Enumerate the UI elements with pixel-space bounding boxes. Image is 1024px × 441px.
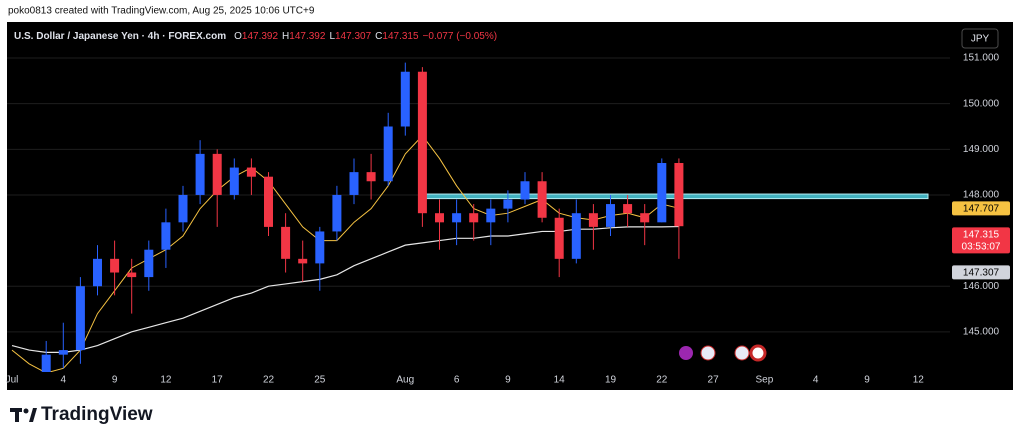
candle-body: [315, 231, 325, 264]
y-tick-label: 150.000: [963, 98, 1000, 109]
event-icon[interactable]: [700, 345, 716, 361]
candle-body: [554, 217, 564, 259]
candle-body: [606, 204, 615, 227]
x-tick-label: 9: [864, 375, 870, 386]
candle-body: [110, 258, 120, 273]
header: poko0813 created with TradingView.com, A…: [8, 6, 315, 17]
x-tick-label: 17: [212, 375, 224, 386]
y-tick-label: 148.000: [963, 190, 1000, 201]
x-tick-label: 4: [61, 375, 67, 386]
x-tick-label: 19: [605, 375, 617, 386]
candle-body: [264, 176, 273, 227]
quote-value: 147.392: [242, 31, 279, 42]
candle-body: [435, 213, 444, 223]
candle-body: [75, 286, 85, 351]
x-tick-label: 6: [454, 375, 460, 386]
x-tick-label: Jul: [6, 375, 19, 386]
candle-body: [417, 71, 427, 214]
price-badge-label: 147.307: [963, 267, 1000, 278]
y-tick-label: 146.000: [963, 281, 1000, 292]
quote-label: H: [282, 31, 289, 42]
candle-body: [674, 163, 684, 227]
logo-icon: [10, 408, 37, 422]
candle-body: [520, 181, 530, 200]
candle-body: [281, 226, 291, 259]
event-icon[interactable]: [734, 345, 750, 361]
candle-body: [41, 354, 51, 372]
candle-body: [469, 213, 479, 223]
candle-body: [400, 71, 410, 127]
event-icon[interactable]: [749, 344, 767, 362]
candle-body: [503, 199, 513, 209]
x-tick-label: 22: [656, 375, 668, 386]
candle-body: [212, 153, 222, 195]
candle-body: [571, 213, 581, 259]
candle-body: [588, 213, 598, 227]
candle-body: [144, 249, 154, 278]
x-tick-label: 12: [160, 375, 172, 386]
price-badge-label: 147.707: [963, 203, 1000, 214]
y-tick-label: 151.000: [963, 53, 1000, 64]
candle-body: [657, 163, 667, 223]
candle-body: [366, 172, 376, 182]
quote-label: C: [375, 31, 382, 42]
logo-text: TradingView: [41, 404, 153, 425]
x-tick-label: 25: [314, 375, 326, 386]
price-badge: [952, 265, 1010, 280]
candle-body: [349, 172, 359, 195]
candle-body: [161, 222, 171, 250]
candle-body: [178, 194, 188, 223]
candle-body: [229, 167, 239, 195]
currency-label: JPY: [971, 34, 990, 45]
x-tick-label: 14: [554, 375, 566, 386]
price-badge: [952, 227, 1010, 254]
candle-body: [127, 272, 137, 278]
candle-body: [25, 391, 34, 405]
price-badge: [952, 201, 1010, 216]
candle-body: [640, 213, 650, 223]
candle-body: [452, 213, 462, 223]
candle-body: [58, 350, 68, 355]
y-tick-label: 149.000: [963, 144, 1000, 155]
candle-body: [246, 167, 256, 177]
candle-body: [486, 208, 496, 223]
moving-average: [11, 225, 679, 353]
candle-body: [93, 258, 102, 287]
candle-body: [298, 258, 308, 264]
x-tick-label: 9: [505, 375, 511, 386]
x-tick-label: Aug: [396, 375, 414, 386]
quote-value: 147.392: [289, 31, 326, 42]
x-tick-label: 9: [112, 375, 118, 386]
candle-body: [383, 126, 393, 182]
chart-title: U.S. Dollar / Japanese Yen · 4h · FOREX.…: [14, 31, 497, 42]
event-icon[interactable]: [679, 346, 693, 360]
quote-value: 147.307: [335, 31, 372, 42]
candle-body: [623, 204, 633, 214]
candle-body: [332, 194, 342, 232]
x-tick-label: Sep: [756, 375, 774, 386]
x-tick-label: 27: [708, 375, 720, 386]
y-tick-label: 145.000: [963, 326, 1000, 337]
quote-change: −0.077 (−0.05%): [423, 31, 498, 42]
candle-body: [195, 153, 205, 195]
x-tick-label: 4: [813, 375, 819, 386]
x-tick-label: 12: [913, 375, 925, 386]
x-tick-label: 22: [263, 375, 275, 386]
moving-average: [11, 134, 680, 372]
candle-body: [537, 181, 547, 218]
countdown-label: 03:53:07: [962, 241, 1001, 252]
quote-label: L: [329, 31, 335, 42]
symbol-title: U.S. Dollar / Japanese Yen · 4h · FOREX.…: [14, 31, 226, 42]
quote-value: 147.315: [382, 31, 419, 42]
currency-button[interactable]: [961, 28, 999, 49]
price-badge-label: 147.315: [963, 229, 1000, 240]
quote-label: O: [234, 31, 242, 42]
